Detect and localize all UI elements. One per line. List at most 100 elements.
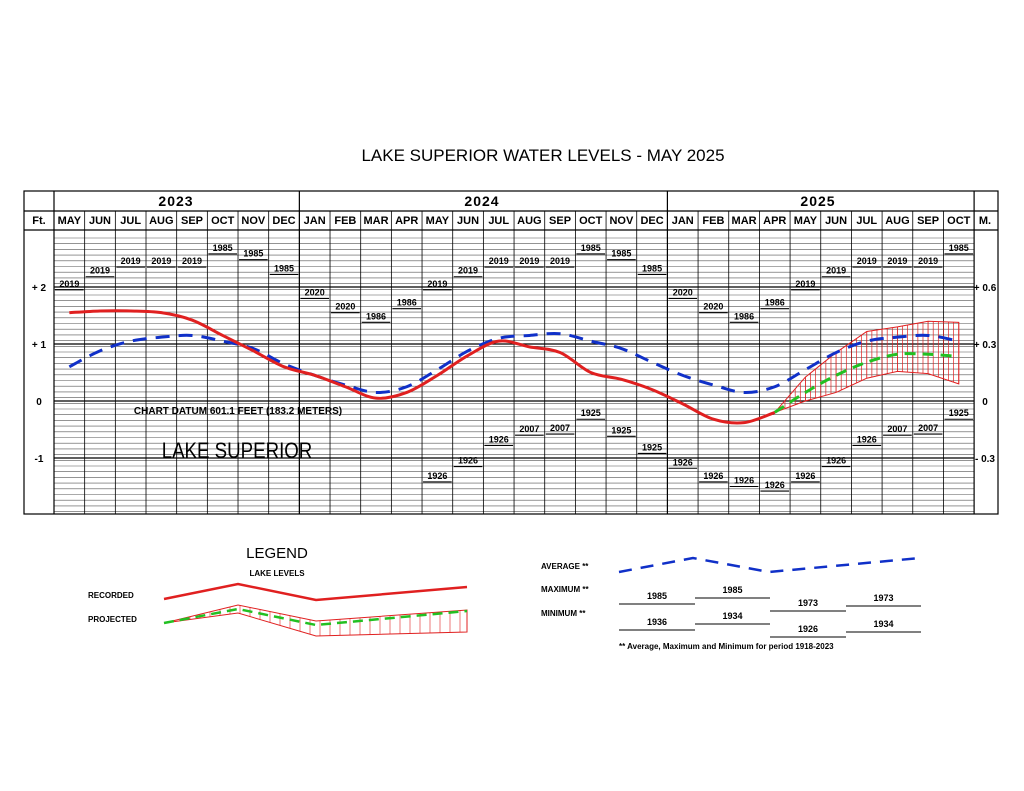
max-record-year: 1985	[642, 263, 662, 273]
month-tick-label: DEC	[272, 215, 295, 227]
year-label-2023: 2023	[158, 193, 193, 209]
max-record-year: 2019	[121, 256, 141, 266]
max-record-year: 1986	[734, 311, 754, 321]
min-record-year: 1925	[949, 408, 969, 418]
month-tick-label: AUG	[885, 215, 909, 227]
max-record-year: 2019	[59, 279, 79, 289]
max-record-year: 2019	[795, 279, 815, 289]
y-tick-label-ft: -1	[35, 454, 44, 465]
max-record-year: 2020	[335, 302, 355, 312]
month-tick-label: MAR	[732, 215, 757, 227]
left-unit-label: Ft.	[32, 215, 45, 227]
max-record-year: 2019	[151, 256, 171, 266]
month-tick-label: OCT	[211, 215, 235, 227]
min-record-year: 1926	[673, 457, 693, 467]
max-record-year: 1985	[243, 249, 263, 259]
max-record-year: 2020	[673, 287, 693, 297]
legend-average-label: AVERAGE **	[541, 562, 589, 571]
max-record-year: 2019	[918, 256, 938, 266]
right-unit-label: M.	[979, 215, 991, 227]
month-tick-label: SEP	[549, 215, 571, 227]
year-label-2024: 2024	[464, 193, 499, 209]
max-record-year: 2019	[887, 256, 907, 266]
month-tick-label: JUL	[488, 215, 509, 227]
max-record-year: 1985	[611, 249, 631, 259]
legend-projected-label: PROJECTED	[88, 615, 137, 624]
min-record-year: 1925	[611, 425, 631, 435]
min-record-year: 1926	[734, 476, 754, 486]
max-record-year: 1986	[765, 298, 785, 308]
max-record-year: 2019	[857, 256, 877, 266]
max-record-year: 1985	[949, 243, 969, 253]
month-tick-label: NOV	[609, 215, 634, 227]
month-tick-label: JUL	[856, 215, 877, 227]
recorded-series-line	[69, 309, 776, 425]
max-record-year: 2019	[550, 256, 570, 266]
min-record-year: 1926	[826, 456, 846, 466]
lake-name-label: LAKE SUPERIOR	[162, 440, 313, 464]
legend-max-year: 1973	[798, 598, 818, 608]
year-label-2025: 2025	[800, 193, 835, 209]
y-tick-label-m: + 0.3	[974, 340, 997, 351]
month-tick-label: MAY	[794, 215, 818, 227]
y-tick-label-ft: + 2	[32, 283, 47, 294]
max-record-year: 2019	[182, 256, 202, 266]
month-tick-label: JAN	[672, 215, 694, 227]
min-record-year: 1925	[642, 442, 662, 452]
max-record-year: 1985	[274, 263, 294, 273]
legend-subtitle: LAKE LEVELS	[249, 569, 305, 578]
min-record-year: 1926	[857, 434, 877, 444]
max-record-year: 2019	[519, 256, 539, 266]
y-tick-label-m: + 0.6	[974, 283, 997, 294]
legend-projected-sample	[163, 607, 468, 627]
legend-max-year: 1985	[722, 585, 742, 595]
min-record-year: 2007	[550, 423, 570, 433]
max-record-year: 2019	[458, 266, 478, 276]
max-record-year: 2019	[427, 279, 447, 289]
y-tick-label-m: - 0.3	[975, 454, 995, 465]
max-record-year: 2019	[90, 266, 110, 276]
chart-frame	[23, 190, 999, 515]
max-record-year: 2020	[305, 287, 325, 297]
month-tick-label: OCT	[947, 215, 971, 227]
chart-datum-note: CHART DATUM 601.1 FEET (183.2 METERS)	[134, 406, 342, 417]
month-tick-label: MAR	[364, 215, 389, 227]
min-record-year: 1925	[581, 408, 601, 418]
min-record-year: 2007	[918, 423, 938, 433]
max-record-year: 1985	[581, 243, 601, 253]
month-tick-label: JAN	[304, 215, 326, 227]
projected-series-line	[773, 352, 959, 414]
legend-title: LEGEND	[246, 545, 308, 562]
max-record-year: 2019	[489, 256, 509, 266]
legend-average-sample	[618, 556, 921, 574]
min-record-year: 2007	[887, 424, 907, 434]
month-tick-label: AUG	[517, 215, 541, 227]
month-tick-label: APR	[763, 215, 786, 227]
legend-maximum-label: MAXIMUM **	[541, 585, 589, 594]
month-tick-label: MAY	[58, 215, 82, 227]
legend-max-year: 1973	[873, 593, 893, 603]
legend-line-samples	[163, 582, 468, 637]
month-tick-label: FEB	[334, 215, 356, 227]
max-record-year: 2020	[703, 302, 723, 312]
month-tick-label: SEP	[917, 215, 939, 227]
chart-grid	[23, 190, 999, 515]
month-tick-label: AUG	[149, 215, 173, 227]
legend-projected-range	[163, 604, 468, 637]
month-tick-label: NOV	[241, 215, 266, 227]
month-tick-label: APR	[395, 215, 418, 227]
month-tick-label: SEP	[181, 215, 203, 227]
min-record-year: 1926	[489, 434, 509, 444]
y-tick-label-ft: 0	[36, 397, 42, 408]
y-tick-label-ft: + 1	[32, 340, 47, 351]
legend-footnote: ** Average, Maximum and Minimum for peri…	[619, 642, 834, 651]
min-record-year: 2007	[519, 424, 539, 434]
legend-recorded-label: RECORDED	[88, 591, 134, 600]
month-tick-label: JUN	[89, 215, 111, 227]
legend-record-samples: 1985 1985 1973 1973 1936 1934 1926 1934	[618, 556, 921, 638]
min-record-year: 1926	[703, 471, 723, 481]
month-tick-label: JUN	[457, 215, 479, 227]
month-tick-label: JUN	[825, 215, 847, 227]
max-record-year: 1986	[397, 298, 417, 308]
